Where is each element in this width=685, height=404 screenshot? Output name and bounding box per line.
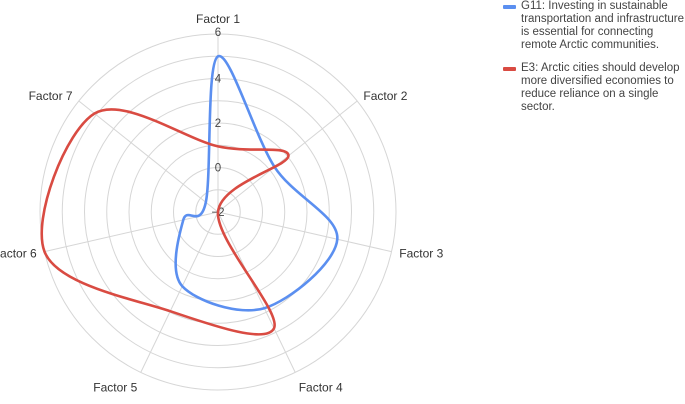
- radar-grid: [39, 33, 397, 391]
- series-line-e3: [40, 108, 290, 336]
- legend-swatch-g11: [503, 5, 516, 9]
- grid-spoke: [44, 211, 219, 253]
- category-label-factor-5: Factor 5: [93, 381, 137, 395]
- grid-spoke: [217, 211, 392, 253]
- grid-spoke: [140, 211, 219, 373]
- category-labels: Factor 1 Factor 2 Factor 3 Factor 4 Factor 5…: [0, 12, 444, 395]
- series-line-g11: [174, 54, 339, 312]
- category-label-factor-6: Factor 6: [0, 246, 37, 260]
- category-label-factor-3: Factor 3: [399, 246, 443, 260]
- legend-label-g11: G11: Investing in sustainable transporta…: [521, 0, 685, 51]
- radial-tick-label: 6: [215, 27, 221, 39]
- radial-tick-label: 4: [215, 74, 222, 86]
- series-lines: [40, 54, 339, 336]
- radial-tick-label: 2: [215, 118, 221, 130]
- grid-spoke: [78, 100, 219, 213]
- legend: G11: Investing in sustainable transporta…: [503, 0, 685, 124]
- category-label-factor-2: Factor 2: [363, 89, 407, 103]
- grid-spoke: [217, 211, 296, 373]
- category-label-factor-1: Factor 1: [196, 12, 240, 26]
- radial-tick-label: 0: [215, 163, 221, 175]
- legend-item-g11[interactable]: G11: Investing in sustainable transporta…: [503, 0, 685, 52]
- legend-swatch-e3: [503, 67, 516, 71]
- legend-label-e3: E3: Arctic cities should develop more di…: [521, 62, 680, 113]
- category-label-factor-4: Factor 4: [299, 381, 343, 395]
- category-label-factor-7: Factor 7: [29, 89, 73, 103]
- legend-item-e3[interactable]: E3: Arctic cities should develop more di…: [503, 62, 685, 114]
